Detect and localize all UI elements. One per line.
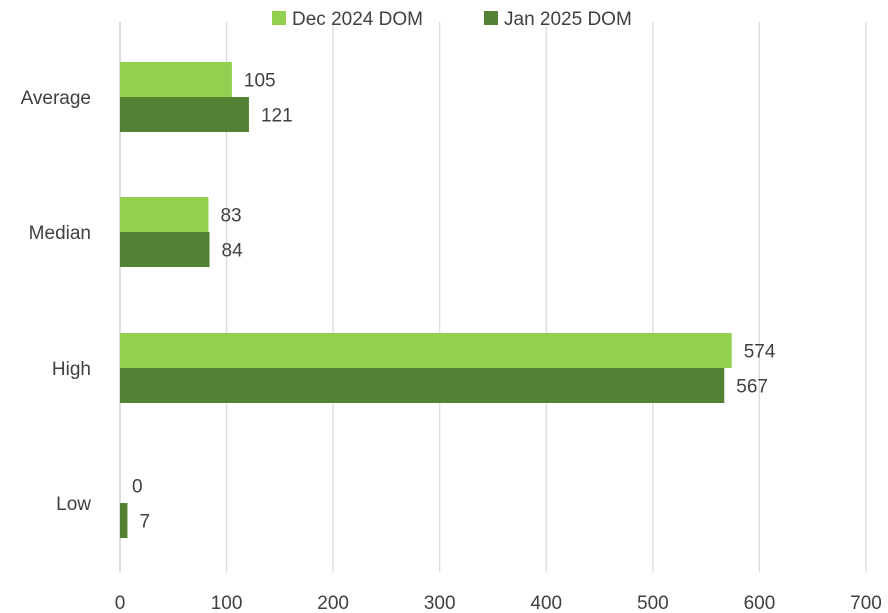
x-tick-label: 200 [317, 593, 349, 613]
category-labels: Average Median High Low [21, 88, 92, 515]
data-label: 84 [222, 241, 244, 262]
x-tick-label: 300 [424, 593, 456, 613]
legend-swatch [484, 11, 498, 25]
bar [120, 232, 210, 267]
legend-label: Dec 2024 DOM [292, 9, 423, 30]
bar [120, 97, 249, 132]
x-tick-label: 400 [530, 593, 562, 613]
category-label-high: High [52, 359, 91, 380]
data-label: 567 [736, 377, 768, 398]
legend: Dec 2024 DOM Jan 2025 DOM [272, 9, 632, 30]
data-label: 0 [132, 477, 143, 498]
x-axis-tick-labels: 0 100 200 300 400 500 600 700 [115, 593, 882, 613]
data-label: 7 [139, 512, 150, 533]
x-tick-label: 700 [850, 593, 882, 613]
x-tick-label: 500 [637, 593, 669, 613]
x-tick-label: 100 [211, 593, 243, 613]
bar [120, 503, 128, 538]
bar [120, 197, 209, 232]
data-label: 574 [744, 342, 776, 363]
category-label-average: Average [21, 88, 91, 109]
legend-label: Jan 2025 DOM [504, 9, 632, 30]
legend-swatch [272, 11, 286, 25]
bar [120, 62, 232, 97]
category-label-low: Low [56, 494, 91, 515]
x-tick-label: 600 [744, 593, 776, 613]
data-label: 121 [261, 106, 293, 127]
bars [120, 62, 732, 538]
bar [120, 333, 732, 368]
x-tick-label: 0 [115, 593, 126, 613]
category-label-median: Median [29, 223, 91, 244]
data-labels: 105 83 574 0 121 84 567 7 [132, 71, 776, 533]
bar [120, 368, 725, 403]
data-label: 83 [220, 206, 241, 227]
data-label: 105 [244, 71, 276, 92]
